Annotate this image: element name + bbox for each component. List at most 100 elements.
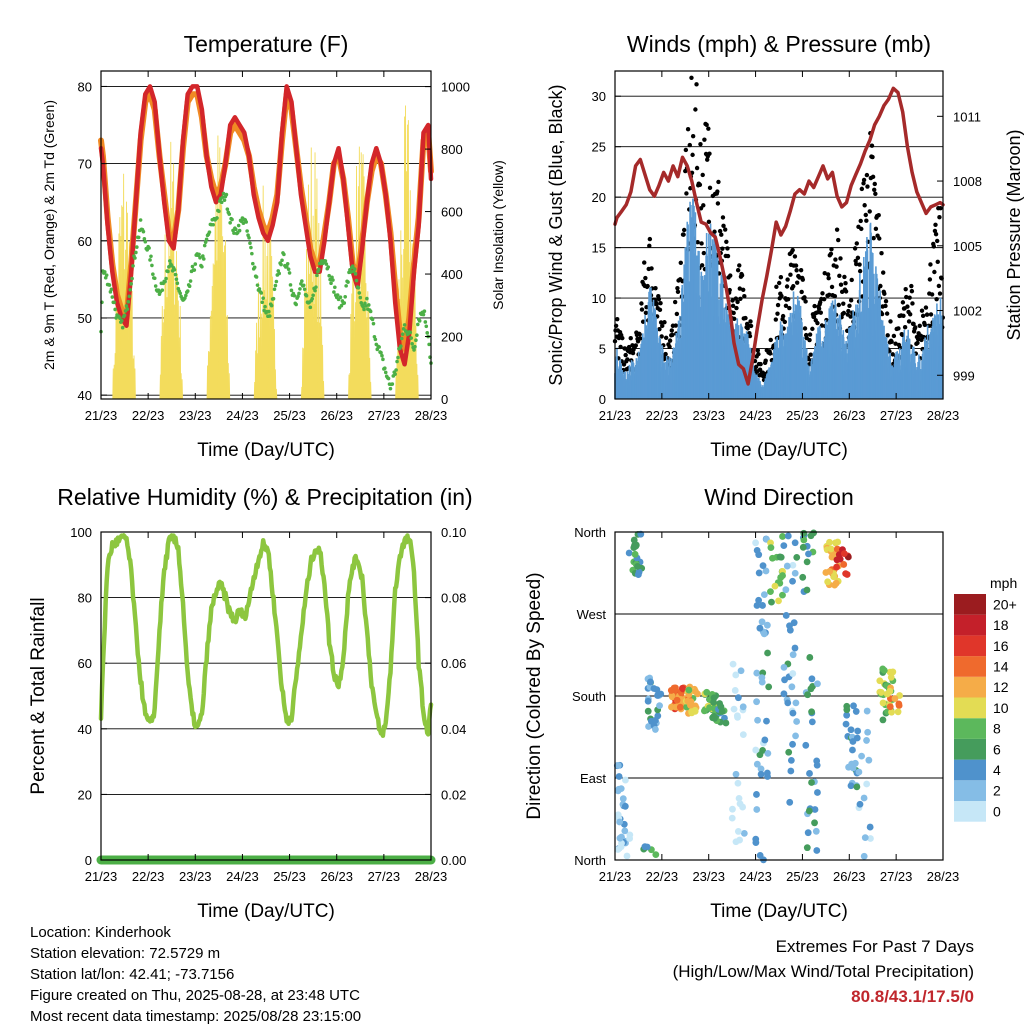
wind-direction-point (806, 770, 813, 777)
gust-point (936, 283, 942, 289)
dewpoint-point (211, 222, 215, 227)
gust-point (657, 326, 662, 332)
wind-direction-point (710, 698, 717, 706)
gust-point (657, 307, 663, 313)
wind-direction-point (789, 577, 796, 585)
wind-direction-point (739, 803, 747, 811)
gust-point (673, 323, 678, 328)
dewpoint-point (285, 262, 290, 266)
gust-point (893, 341, 898, 346)
wind-direction-point (791, 644, 799, 652)
wind-direction-point (891, 695, 899, 702)
wind-direction-point (782, 586, 790, 594)
wind-direction-point (753, 806, 761, 813)
dewpoint-point (330, 275, 334, 280)
dir-ytick-label: East (580, 771, 606, 786)
wind-direction-point (764, 649, 771, 657)
gust-point (811, 314, 817, 320)
gust-point (838, 256, 843, 261)
wind-direction-point (729, 805, 736, 813)
rh-ytick-label: 60 (78, 656, 92, 671)
dir-xtick-label: 24/23 (739, 869, 772, 884)
wind-direction-point (730, 705, 738, 713)
wind-direction-point (856, 800, 864, 808)
gust-point (649, 266, 654, 271)
wind-direction-point (728, 814, 736, 822)
gust-point (937, 214, 942, 220)
wind-direction-point (651, 726, 659, 733)
temp-ylabel: 2m & 9m T (Red, Orange) & 2m Td (Green) (41, 100, 57, 370)
gust-point (698, 141, 703, 147)
dewpoint-point (383, 370, 388, 375)
gust-point (672, 299, 678, 305)
gust-point (683, 147, 689, 153)
dewpoint-point (279, 262, 283, 267)
wind-direction-point (654, 692, 661, 699)
wind-direction-point (645, 723, 652, 730)
gust-point (842, 274, 847, 280)
gust-point (788, 272, 793, 277)
dewpoint-point (288, 283, 293, 287)
dewpoint-point (232, 231, 236, 235)
temp-xtick-label: 25/23 (273, 408, 306, 423)
dewpoint-point (350, 264, 355, 268)
gust-point (633, 343, 639, 348)
gust-point (890, 352, 895, 357)
wind-direction-point (763, 717, 770, 725)
speed-legend-label: 0 (993, 803, 1001, 819)
wind-direction-point (827, 545, 835, 553)
dewpoint-point (314, 285, 318, 289)
wind-direction-point (847, 782, 855, 790)
wind-direction-point (767, 544, 775, 552)
wind-direction-point (767, 588, 774, 596)
wind-direction-point (860, 794, 868, 802)
speed-legend-swatch (954, 594, 986, 615)
dewpoint-point (172, 267, 177, 272)
gust-point (889, 339, 894, 344)
gust-point (904, 294, 909, 300)
wind-direction-point (895, 700, 903, 708)
wind-direction-point (755, 569, 763, 577)
wind-ytick-label: 20 (592, 190, 606, 205)
gust-point (712, 229, 717, 234)
wind-direction-point (805, 807, 813, 815)
wind-ylabel: Sonic/Prop Wind & Gust (Blue, Black) (546, 84, 566, 385)
gust-point (742, 294, 747, 299)
dewpoint-point (174, 277, 179, 281)
gust-point (774, 284, 779, 290)
dewpoint-point (417, 319, 422, 323)
solar-insolation-spike (181, 379, 184, 400)
gust-point (675, 285, 680, 291)
dewpoint-point (287, 271, 292, 275)
wind-direction-point (757, 770, 765, 778)
gust-point (737, 286, 743, 291)
rh-xtick-label: 21/23 (85, 869, 118, 884)
gust-point (776, 280, 782, 286)
dewpoint-point (424, 324, 429, 329)
rh-xlabel: Time (Day/UTC) (197, 901, 335, 922)
wind-direction-point (843, 711, 851, 719)
gust-point (932, 269, 937, 275)
dewpoint-point (131, 264, 135, 268)
dir-xtick-label: 25/23 (786, 869, 819, 884)
gust-point (909, 283, 914, 289)
solar-insolation-spike (131, 291, 134, 400)
wind-direction-point (803, 558, 811, 566)
gust-point (847, 303, 852, 308)
dewpoint-point (364, 304, 368, 308)
gust-point (929, 292, 935, 297)
dewpoint-point (357, 291, 362, 295)
gust-point (753, 364, 759, 370)
solar-insolation-spike (262, 185, 265, 400)
gust-point (681, 232, 686, 237)
dewpoint-point (409, 336, 414, 340)
dewpoint-point (388, 386, 393, 391)
wind-xtick-label: 25/23 (786, 408, 819, 423)
dewpoint-point (215, 216, 219, 220)
dewpoint-point (220, 195, 225, 199)
wind-direction-point (789, 740, 796, 748)
wind-direction-point (793, 718, 801, 725)
gust-point (864, 218, 869, 223)
wind-direction-point (793, 553, 801, 561)
dewpoint-point (120, 325, 125, 330)
